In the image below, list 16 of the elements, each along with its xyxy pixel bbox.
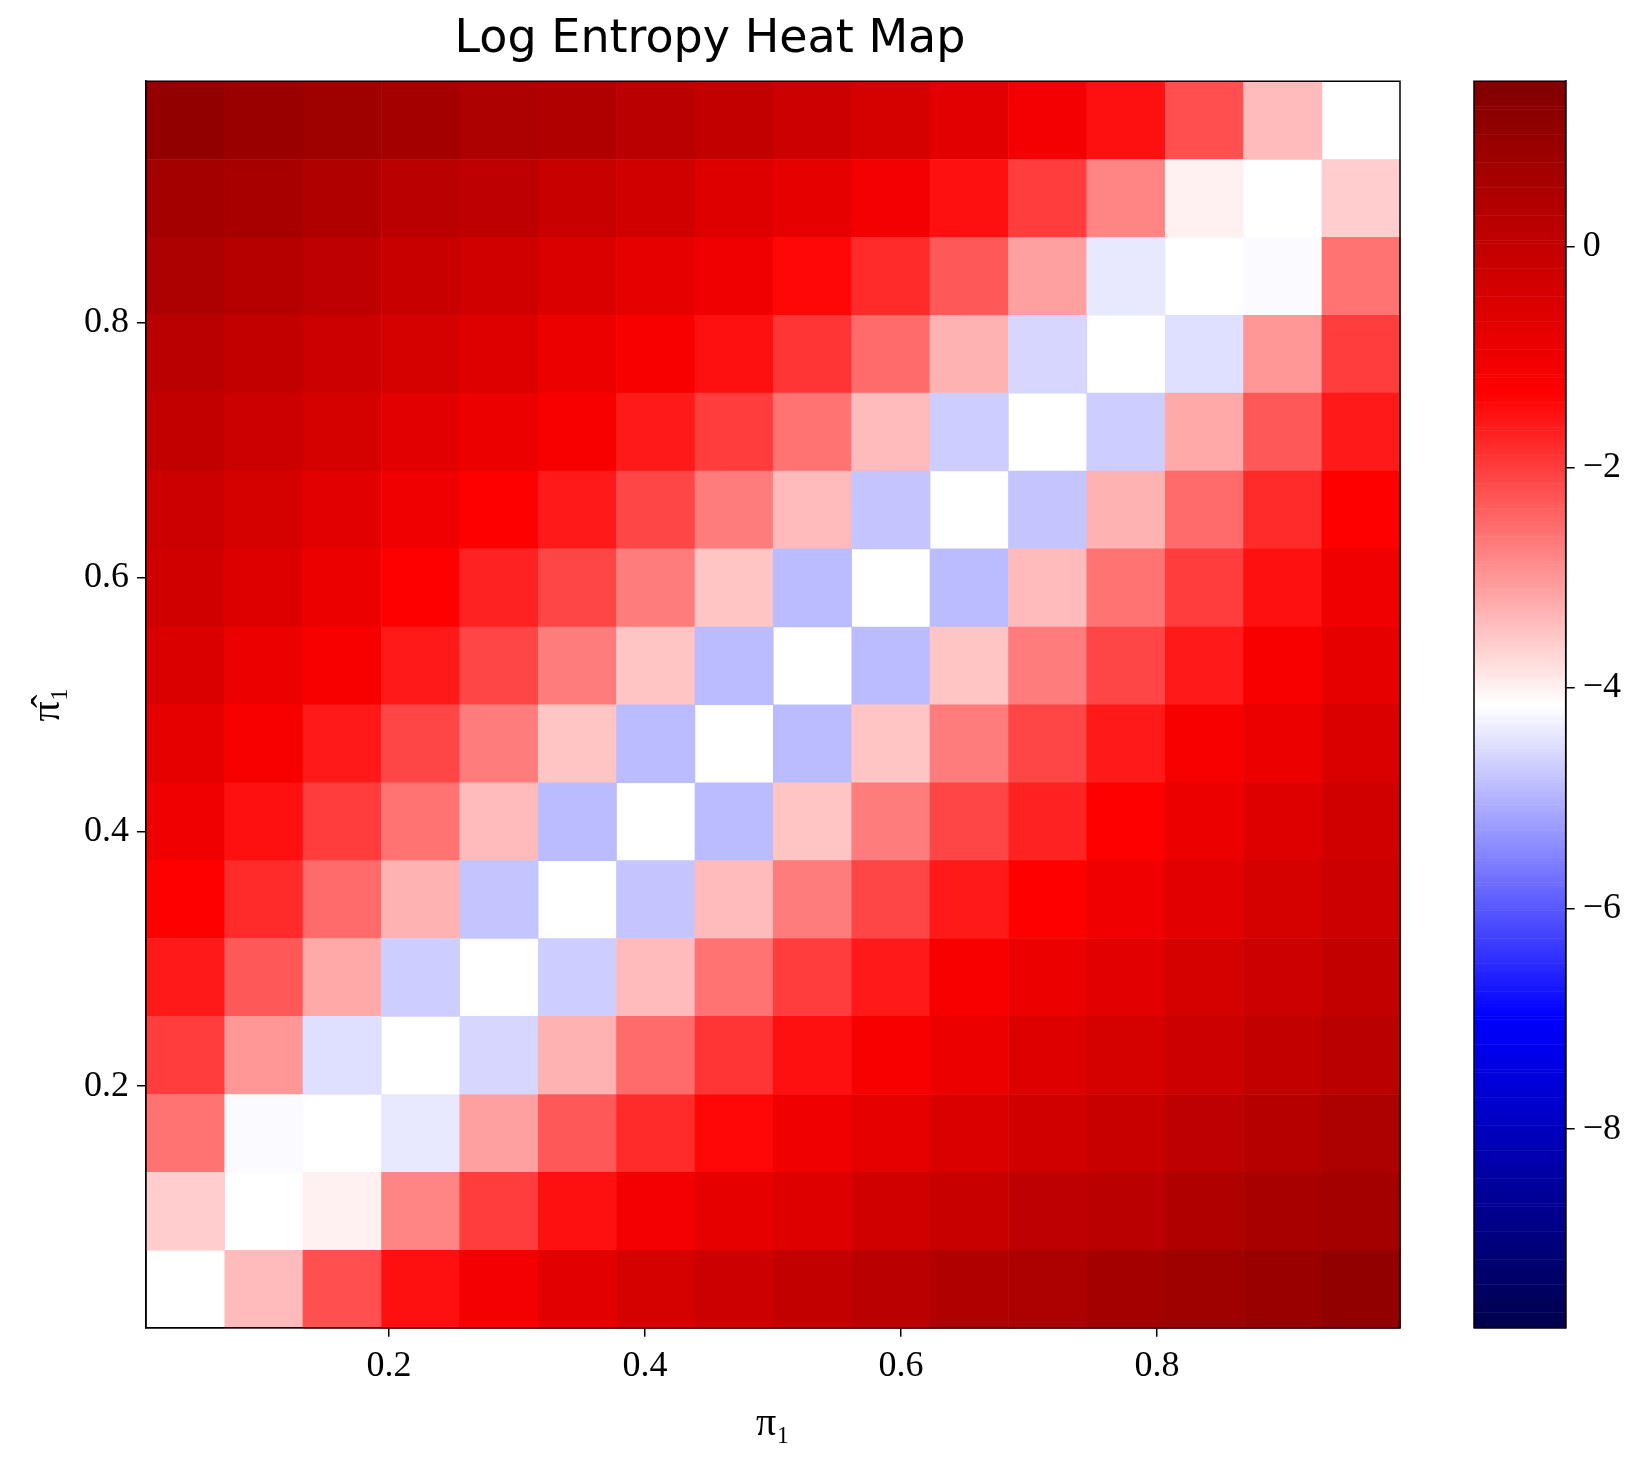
- color-bar-label: 0: [1582, 224, 1601, 265]
- chart-title: Log Entropy Heat Map: [454, 8, 966, 63]
- y-tick-label: 0.4: [84, 809, 129, 850]
- x-tick-label: 0.2: [366, 1343, 412, 1384]
- y-tick-label: 0.8: [84, 300, 129, 341]
- y-axis-title: π̂₁: [22, 687, 68, 722]
- color-bar-label: −8: [1582, 1106, 1622, 1147]
- color-bar-label: −6: [1582, 886, 1622, 927]
- x-tick-label: 0.4: [622, 1343, 668, 1384]
- x-tick-label: 0.8: [1134, 1343, 1180, 1384]
- color-bar-label: −4: [1582, 665, 1622, 706]
- y-tick-label: 0.2: [84, 1063, 129, 1104]
- x-axis-title: π₁: [755, 1398, 791, 1444]
- x-tick-label: 0.6: [878, 1343, 924, 1384]
- color-bar-label: −2: [1582, 444, 1622, 485]
- y-tick-label: 0.6: [84, 554, 129, 595]
